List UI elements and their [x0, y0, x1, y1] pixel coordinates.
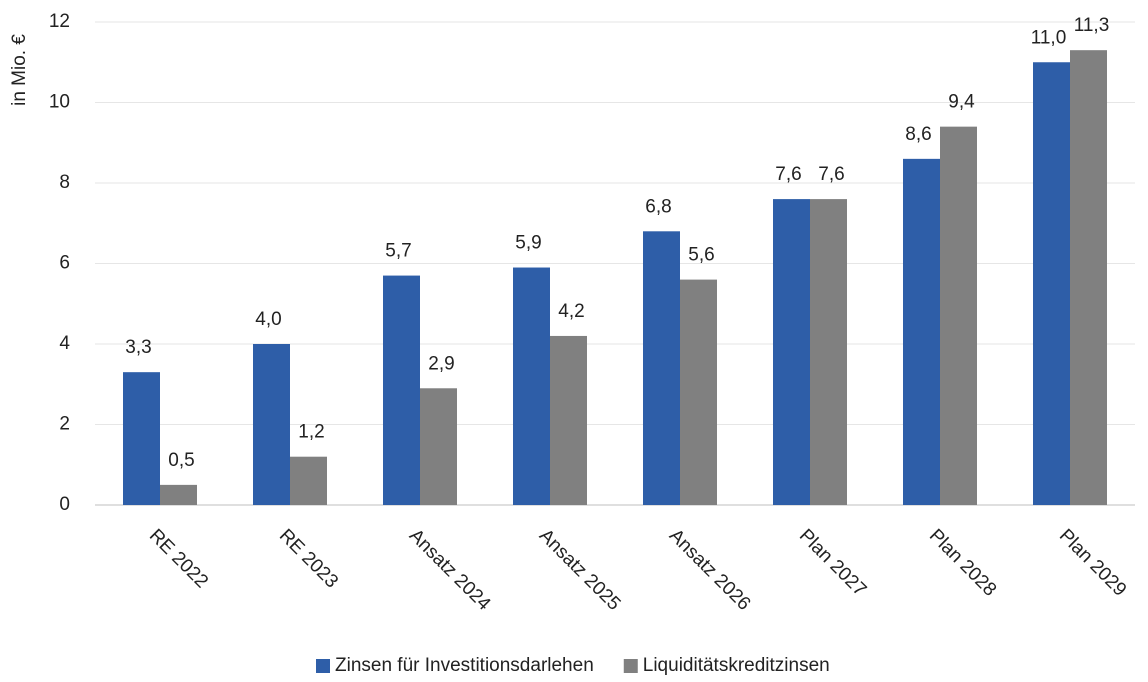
value-label: 11,0 [1031, 27, 1067, 48]
bar [643, 231, 680, 506]
value-label: 9,4 [948, 92, 975, 113]
x-tick-label: Plan 2028 [925, 525, 1000, 600]
bar [1033, 62, 1070, 505]
legend-label: Liquiditätskreditzinsen [643, 655, 830, 676]
value-label: 0,5 [168, 450, 194, 471]
bar [773, 199, 810, 505]
y-tick-label: 4 [59, 333, 70, 354]
bar [383, 275, 420, 505]
y-tick-label: 10 [49, 92, 70, 113]
value-label: 4,2 [558, 301, 584, 322]
value-label: 6,8 [645, 196, 671, 217]
y-tick-label: 6 [59, 253, 70, 274]
bar [550, 335, 587, 505]
x-tick-label: RE 2022 [145, 525, 212, 592]
value-label: 2,9 [428, 353, 454, 374]
value-label: 5,6 [688, 245, 714, 266]
bar [290, 456, 327, 505]
bar [420, 388, 457, 505]
y-tick-label: 8 [59, 172, 70, 193]
x-tick-label: Ansatz 2026 [665, 525, 755, 615]
value-label: 3,3 [125, 337, 151, 358]
x-tick-label: Ansatz 2024 [405, 525, 495, 615]
value-label: 7,6 [818, 164, 844, 185]
x-tick-label: Plan 2029 [1055, 525, 1130, 600]
value-label: 8,6 [905, 124, 931, 145]
legend-swatch [316, 659, 330, 673]
x-tick-label: Ansatz 2025 [535, 525, 625, 615]
value-label: 5,7 [385, 241, 411, 262]
x-tick-label: Plan 2027 [795, 525, 870, 600]
bar [160, 484, 197, 505]
bar [123, 372, 160, 505]
value-label: 4,0 [255, 309, 281, 330]
value-label: 5,9 [515, 233, 541, 254]
bar [810, 199, 847, 505]
y-axis-label: in Mio. € [9, 34, 30, 106]
value-label: 11,3 [1074, 15, 1110, 36]
bar [940, 126, 977, 506]
bar [253, 344, 290, 505]
value-label: 1,2 [298, 422, 324, 443]
x-tick-label: RE 2023 [275, 525, 342, 592]
bar [1070, 50, 1107, 506]
bar [680, 279, 717, 505]
y-tick-label: 0 [59, 494, 70, 515]
legend-swatch [623, 659, 638, 673]
value-label: 7,6 [775, 164, 801, 185]
bar [513, 267, 550, 505]
bar [903, 158, 940, 505]
y-tick-label: 12 [49, 11, 70, 32]
y-tick-label: 2 [59, 414, 70, 435]
legend-label: Zinsen für Investitionsdarlehen [335, 655, 594, 676]
